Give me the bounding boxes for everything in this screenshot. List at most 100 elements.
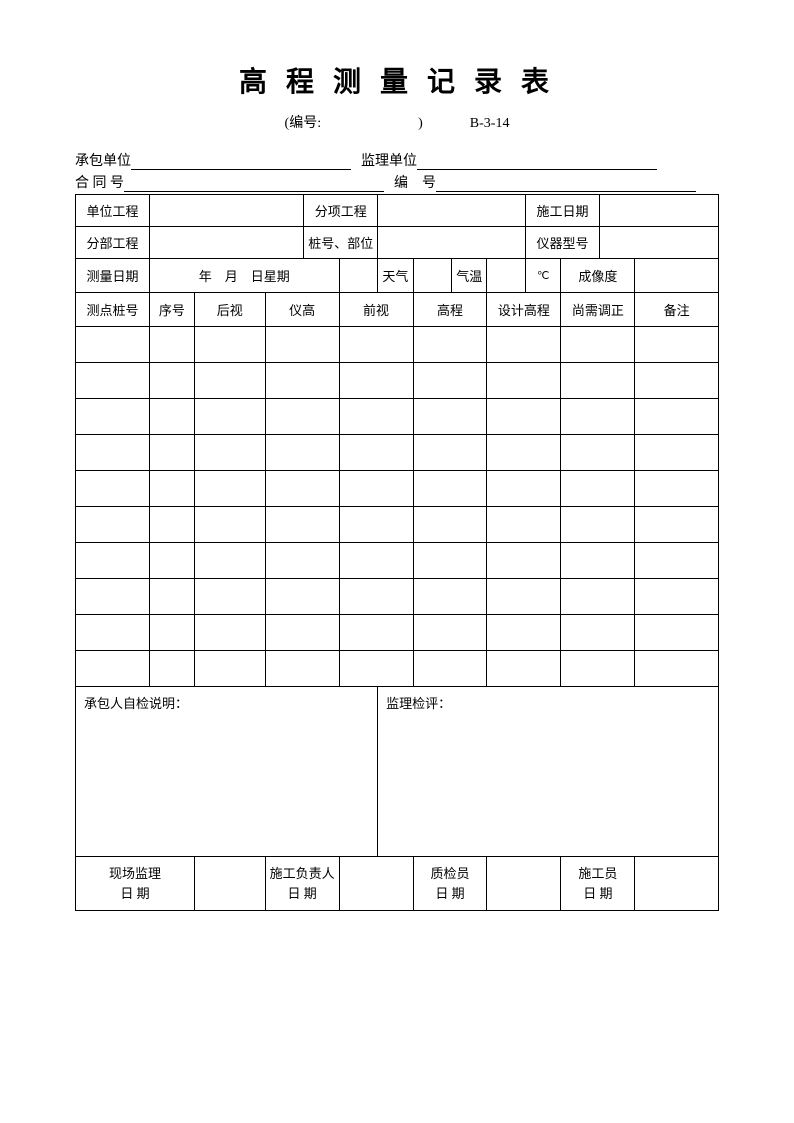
table-cell [76, 507, 150, 543]
doc-no-label: 编 号 [394, 172, 436, 192]
hdr-unit-project-val [149, 195, 303, 227]
table-cell [487, 543, 561, 579]
table-cell [635, 435, 719, 471]
sig-construction-leader-val [339, 857, 413, 911]
col-c9: 备注 [635, 293, 719, 327]
table-cell [194, 399, 265, 435]
table-cell [76, 327, 150, 363]
main-table: 单位工程 分项工程 施工日期 分部工程 桩号、部位 仪器型号 测量日期 年 月 … [75, 194, 719, 911]
hdr-pile-position-val [378, 227, 526, 259]
table-cell [413, 435, 487, 471]
form-code: B-3-14 [470, 116, 510, 131]
col-c5: 前视 [339, 293, 413, 327]
table-cell [487, 615, 561, 651]
table-cell [265, 507, 339, 543]
self-check-label: 承包人自检说明： [84, 696, 188, 711]
meta-block: 承包单位 监理单位 合 同 号 编 号 [75, 150, 719, 192]
subtitle-suffix: ) [418, 116, 423, 131]
table-cell [561, 399, 635, 435]
table-cell [339, 435, 413, 471]
table-cell [561, 507, 635, 543]
table-cell [149, 399, 194, 435]
contract-no-label: 合 同 号 [75, 172, 124, 192]
table-cell [76, 579, 150, 615]
table-cell [413, 579, 487, 615]
hdr-imaging-val [635, 259, 719, 293]
table-cell [194, 651, 265, 687]
contractor-label: 承包单位 [75, 150, 131, 170]
sig-constructor: 施工员 日 期 [561, 857, 635, 911]
table-cell [413, 507, 487, 543]
sig-site-supervisor-date: 日 期 [120, 886, 149, 901]
table-cell [635, 327, 719, 363]
hdr-sub-item: 分项工程 [304, 195, 378, 227]
table-cell [265, 543, 339, 579]
col-c3: 后视 [194, 293, 265, 327]
hdr-unit-project: 单位工程 [76, 195, 150, 227]
table-cell [339, 471, 413, 507]
table-cell [194, 471, 265, 507]
table-cell [487, 435, 561, 471]
table-cell [487, 507, 561, 543]
hdr-construction-date-val [599, 195, 718, 227]
table-cell [339, 651, 413, 687]
table-cell [265, 615, 339, 651]
hdr-instrument-model-val [599, 227, 718, 259]
table-cell [487, 327, 561, 363]
table-row [76, 327, 719, 363]
sig-construction-leader-date: 日 期 [287, 886, 316, 901]
table-cell [76, 399, 150, 435]
table-cell [339, 615, 413, 651]
table-cell [149, 543, 194, 579]
sig-quality-inspector-label: 质检员 [430, 866, 469, 881]
hdr-division-project: 分部工程 [76, 227, 150, 259]
sig-constructor-val [635, 857, 719, 911]
sig-constructor-label: 施工员 [578, 866, 617, 881]
table-cell [339, 543, 413, 579]
table-cell [194, 615, 265, 651]
table-row [76, 435, 719, 471]
sig-quality-inspector-date: 日 期 [435, 886, 464, 901]
table-row [76, 579, 719, 615]
hdr-date-fmt-val [339, 259, 378, 293]
hdr-temperature-val [487, 259, 526, 293]
table-cell [635, 543, 719, 579]
subtitle-line: (编号: ) B-3-14 [75, 112, 719, 132]
table-cell [413, 399, 487, 435]
table-row [76, 507, 719, 543]
table-cell [413, 327, 487, 363]
table-cell [149, 507, 194, 543]
table-cell [561, 543, 635, 579]
table-cell [487, 363, 561, 399]
table-cell [265, 327, 339, 363]
table-cell [149, 579, 194, 615]
table-cell [149, 471, 194, 507]
supervision-review-cell: 监理检评： [378, 687, 719, 857]
supervisor-label: 监理单位 [361, 150, 417, 170]
table-cell [561, 651, 635, 687]
sig-site-supervisor-label: 现场监理 [109, 866, 161, 881]
table-cell [635, 651, 719, 687]
page-title: 高 程 测 量 记 录 表 [75, 60, 719, 100]
table-cell [149, 363, 194, 399]
hdr-instrument-model: 仪器型号 [526, 227, 600, 259]
hdr-weather-val [413, 259, 452, 293]
supervisor-value [417, 152, 657, 170]
sig-quality-inspector-val [487, 857, 561, 911]
table-cell [149, 435, 194, 471]
table-cell [76, 543, 150, 579]
hdr-measure-date: 测量日期 [76, 259, 150, 293]
sig-site-supervisor-val [194, 857, 265, 911]
table-cell [76, 363, 150, 399]
table-row [76, 363, 719, 399]
hdr-division-project-val [149, 227, 303, 259]
table-row [76, 399, 719, 435]
table-cell [76, 615, 150, 651]
table-cell [635, 579, 719, 615]
table-cell [487, 471, 561, 507]
table-cell [265, 435, 339, 471]
table-cell [149, 327, 194, 363]
table-row [76, 543, 719, 579]
table-cell [194, 507, 265, 543]
contract-no-value [124, 174, 384, 192]
